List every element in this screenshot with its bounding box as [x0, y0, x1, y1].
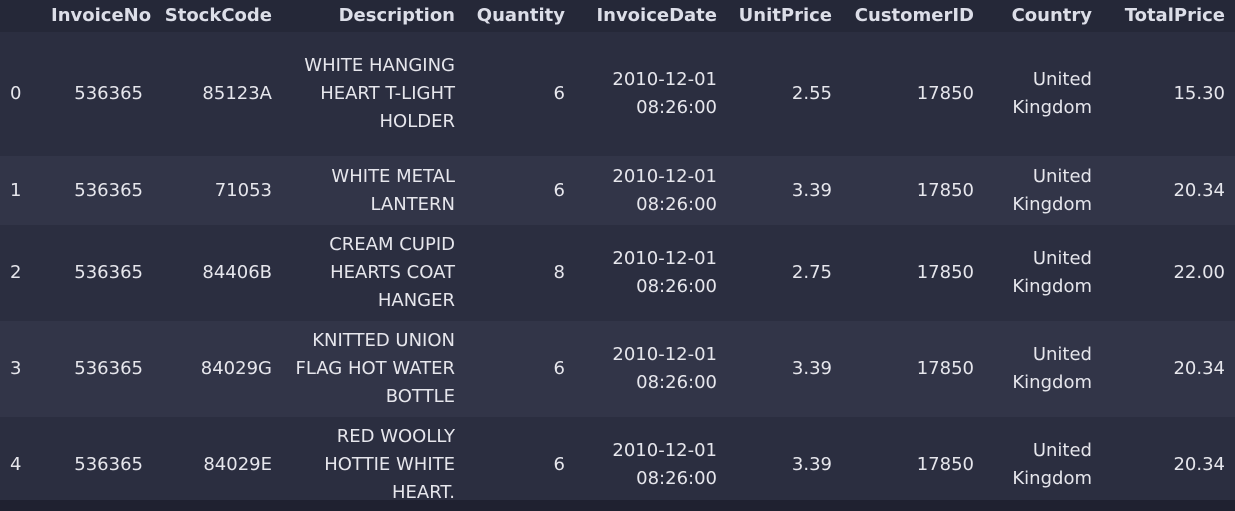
cell-invoiceno: 536365 [74, 262, 143, 283]
cell-unitprice: 2.55 [791, 83, 832, 104]
cell-description: RED WOOLLY HOTTIE WHITE HEART. [324, 426, 455, 500]
cell-totalprice: 20.34 [1173, 358, 1225, 379]
cell-stockcode: 84406B [202, 262, 272, 283]
cell-description: WHITE METAL LANTERN [331, 165, 455, 215]
header-unitprice: UnitPrice [727, 0, 842, 32]
cell-stockcode: 84029G [200, 358, 272, 379]
cell-country: United Kingdom [1012, 344, 1092, 393]
header-stockcode: StockCode [153, 0, 282, 32]
cell-invoiceno: 536365 [74, 454, 143, 475]
header-invoiceno: InvoiceNo [41, 0, 153, 32]
cell-invoicedate: 2010-12-01 08:26:00 [612, 69, 717, 118]
header-index [0, 0, 41, 32]
header-invoicedate: InvoiceDate [575, 0, 727, 32]
cell-quantity: 8 [553, 262, 565, 283]
cell-invoicedate: 2010-12-01 08:26:00 [612, 165, 717, 215]
cell-customerid: 17850 [916, 262, 974, 283]
cell-unitprice: 3.39 [791, 454, 832, 475]
cell-invoiceno: 536365 [74, 358, 143, 379]
table-row: 2 536365 84406B CREAM CUPID HEARTS COAT … [0, 225, 1235, 321]
table-body: 0 536365 85123A WHITE HANGING HEART T-LI… [0, 32, 1235, 500]
cell-customerid: 17850 [916, 179, 974, 201]
cell-unitprice: 3.39 [791, 358, 832, 379]
header-totalprice: TotalPrice [1102, 0, 1235, 32]
header-customerid: CustomerID [842, 0, 984, 32]
cell-unitprice: 2.75 [791, 262, 832, 283]
cell-invoiceno: 536365 [74, 83, 143, 104]
cell-country: United Kingdom [1012, 440, 1092, 489]
table-header: InvoiceNo StockCode Description Quantity… [0, 0, 1235, 32]
cell-invoiceno: 536365 [74, 179, 143, 201]
row-index: 4 [10, 454, 22, 475]
row-index: 1 [10, 179, 22, 201]
cell-invoicedate: 2010-12-01 08:26:00 [612, 344, 717, 393]
cell-description: CREAM CUPID HEARTS COAT HANGER [329, 234, 455, 311]
cell-country: United Kingdom [1012, 69, 1092, 118]
cell-quantity: 6 [553, 358, 565, 379]
cell-country: United Kingdom [1012, 165, 1092, 215]
cell-quantity: 6 [553, 179, 565, 201]
cell-customerid: 17850 [916, 358, 974, 379]
cell-country: United Kingdom [1012, 248, 1092, 297]
row-index: 2 [10, 262, 22, 283]
cell-description: KNITTED UNION FLAG HOT WATER BOTTLE [295, 330, 456, 407]
table-row: 0 536365 85123A WHITE HANGING HEART T-LI… [0, 32, 1235, 156]
cell-totalprice: 20.34 [1173, 179, 1225, 201]
cell-stockcode: 71053 [214, 179, 272, 201]
table-row: 1 536365 71053 WHITE METAL LANTERN 6 201… [0, 156, 1235, 225]
row-index: 3 [10, 358, 22, 379]
cell-invoicedate: 2010-12-01 08:26:00 [612, 440, 717, 489]
cell-stockcode: 85123A [202, 83, 272, 104]
table-row: 3 536365 84029G KNITTED UNION FLAG HOT W… [0, 321, 1235, 417]
header-quantity: Quantity [465, 0, 575, 32]
cell-description: WHITE HANGING HEART T-LIGHT HOLDER [304, 55, 455, 132]
cell-totalprice: 15.30 [1173, 83, 1225, 104]
header-row: InvoiceNo StockCode Description Quantity… [0, 0, 1235, 32]
table-row: 4 536365 84029E RED WOOLLY HOTTIE WHITE … [0, 417, 1235, 500]
cell-stockcode: 84029E [203, 454, 272, 475]
cell-unitprice: 3.39 [791, 179, 832, 201]
cell-invoicedate: 2010-12-01 08:26:00 [612, 248, 717, 297]
header-country: Country [984, 0, 1102, 32]
cell-quantity: 6 [553, 83, 565, 104]
header-description: Description [282, 0, 465, 32]
cell-customerid: 17850 [916, 83, 974, 104]
cell-customerid: 17850 [916, 454, 974, 475]
cell-totalprice: 20.34 [1173, 454, 1225, 475]
cell-quantity: 6 [553, 454, 565, 475]
row-index: 0 [10, 83, 22, 104]
cell-totalprice: 22.00 [1173, 262, 1225, 283]
dataframe-table: InvoiceNo StockCode Description Quantity… [0, 0, 1235, 500]
dataframe-output: InvoiceNo StockCode Description Quantity… [0, 0, 1235, 500]
